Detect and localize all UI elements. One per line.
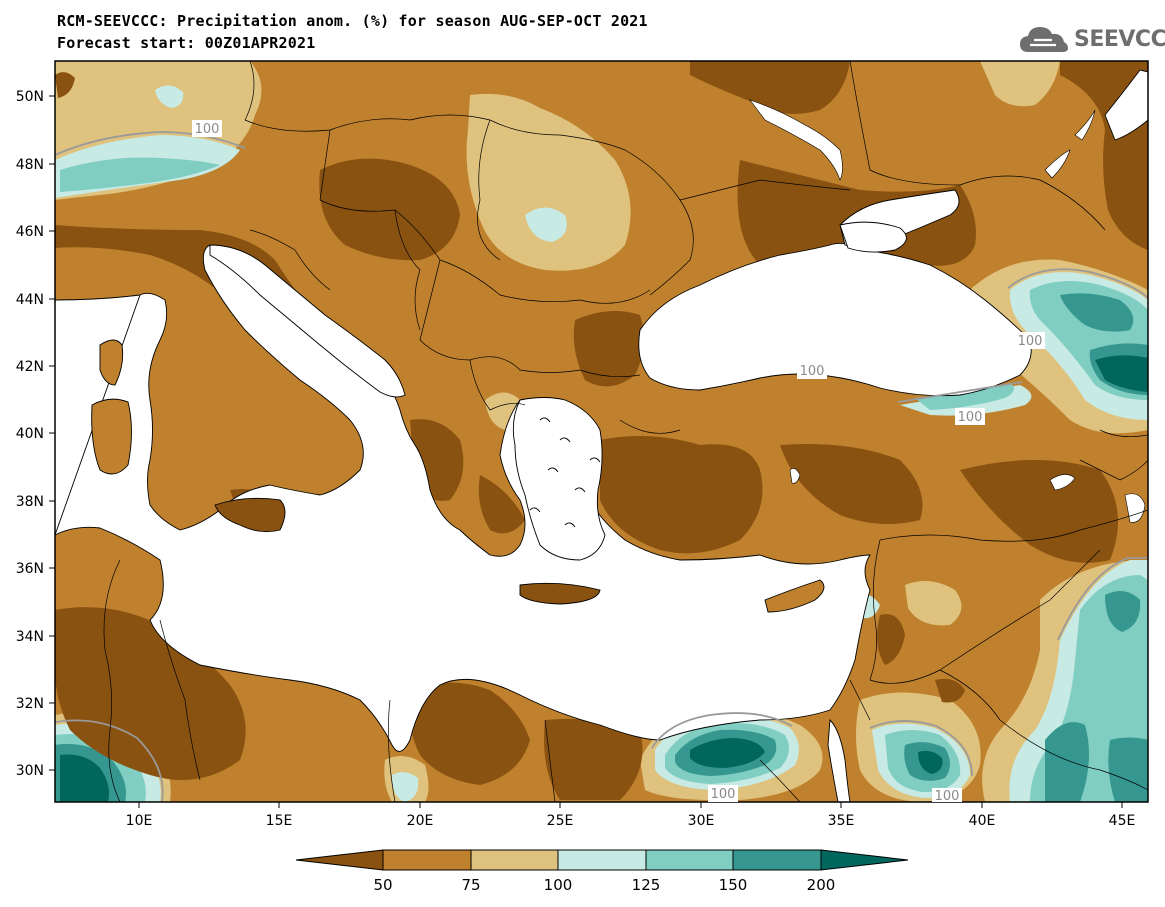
corsica <box>99 339 124 386</box>
lon-label: 30E <box>688 813 715 829</box>
central-mediterranean <box>55 244 871 752</box>
contour-label: 100 <box>711 787 736 802</box>
aegean-sea <box>512 397 606 561</box>
colorbar-label: 100 <box>544 876 573 894</box>
lat-label: 40N <box>16 426 44 442</box>
contour-label: 100 <box>195 122 220 137</box>
lat-label: 48N <box>16 157 44 173</box>
cyprus <box>764 579 825 613</box>
crete <box>519 582 601 605</box>
logo-text: SEEVCCC <box>1074 26 1165 52</box>
map-plot-area <box>55 61 1148 802</box>
colorbar-label: 200 <box>807 876 836 894</box>
lat-label: 50N <box>16 89 44 105</box>
lat-label: 46N <box>16 224 44 240</box>
lon-label: 25E <box>547 813 574 829</box>
lon-label: 45E <box>1109 813 1136 829</box>
colorbar <box>295 849 909 871</box>
lat-labels: 50N 48N 46N 44N 42N 40N 38N 36N 34N 32N … <box>16 89 44 779</box>
lon-label: 40E <box>969 813 996 829</box>
lat-label: 44N <box>16 292 44 308</box>
lat-axis <box>49 95 55 771</box>
map-frame <box>54 60 1149 803</box>
contour-labels: 100 100 100 100 100 100 <box>192 120 1045 804</box>
map-title: RCM-SEEVCCC: Precipitation anom. (%) for… <box>57 12 648 30</box>
lon-label: 15E <box>266 813 293 829</box>
sea-areas <box>55 69 1148 802</box>
contour-label: 100 <box>800 364 825 379</box>
contour-label: 100 <box>958 410 983 425</box>
contour-label: 100 <box>1018 334 1043 349</box>
colorbar-label: 75 <box>461 876 480 894</box>
contour-label: 100 <box>935 789 960 804</box>
colorbar-bin <box>557 849 647 871</box>
red-sea <box>827 718 851 802</box>
forecast-start: Forecast start: 00Z01APR2021 <box>57 34 316 52</box>
anomaly-gt200 <box>60 355 1148 802</box>
crimea <box>839 221 907 253</box>
lakes <box>749 99 1146 523</box>
cloud-icon <box>1020 27 1068 52</box>
seevccc-logo: SEEVCCC <box>1018 22 1165 56</box>
lon-axis <box>138 802 1123 808</box>
islands <box>91 221 907 613</box>
colorbar-upper-arrow <box>820 849 909 871</box>
colorbar-lower-arrow <box>295 849 384 871</box>
contour-100 <box>55 131 1148 802</box>
lat-label: 38N <box>16 494 44 510</box>
lat-label: 42N <box>16 359 44 375</box>
sardinia <box>91 398 132 475</box>
lat-label: 34N <box>16 629 44 645</box>
colorbar-bin <box>645 849 734 871</box>
sicily <box>214 497 286 533</box>
lat-label: 30N <box>16 763 44 779</box>
black-sea <box>638 242 1032 397</box>
colorbar-label: 150 <box>719 876 748 894</box>
lat-label: 36N <box>16 561 44 577</box>
colorbar-bin <box>470 849 559 871</box>
lon-label: 20E <box>407 813 434 829</box>
colorbar-labels: 50 75 100 125 150 200 <box>373 876 835 894</box>
caspian-sea <box>1104 69 1148 141</box>
lon-label: 35E <box>828 813 855 829</box>
country-borders <box>103 61 1148 802</box>
lon-label: 10E <box>126 813 153 829</box>
colorbar-label: 50 <box>373 876 392 894</box>
lat-label: 32N <box>16 696 44 712</box>
colorbar-label: 125 <box>632 876 661 894</box>
colorbar-bin <box>382 849 472 871</box>
lon-labels: 10E 15E 20E 25E 30E 35E 40E 45E <box>126 813 1136 829</box>
colorbar-bin <box>732 849 822 871</box>
adriatic-sea <box>209 244 406 398</box>
